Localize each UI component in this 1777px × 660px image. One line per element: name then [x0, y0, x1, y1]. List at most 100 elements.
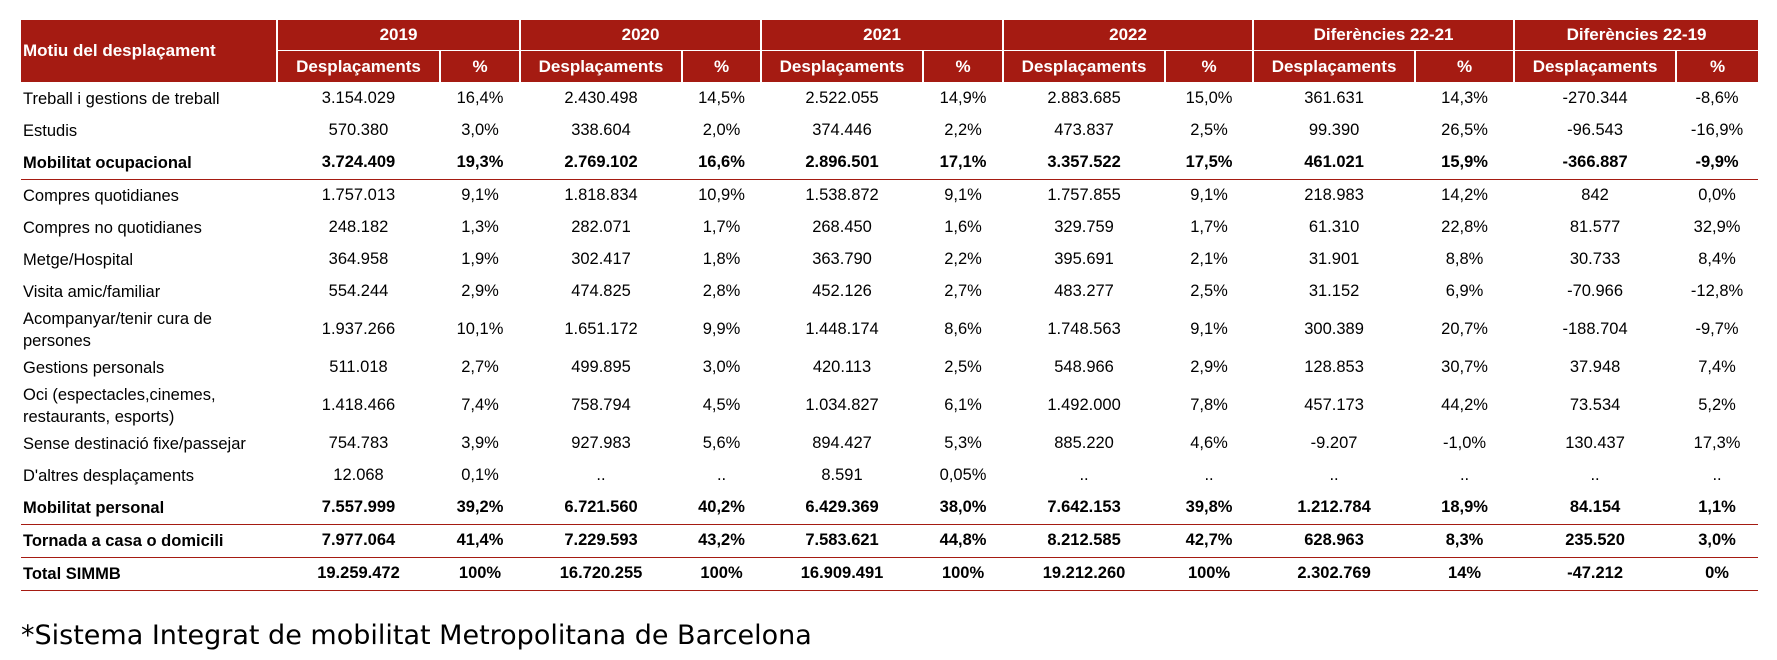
- cell-desplacaments: 19.259.472: [277, 557, 440, 591]
- cell-desplacaments: 37.948: [1569, 358, 1621, 376]
- cell-desplacaments: 218.983: [1304, 186, 1364, 204]
- cell-percent: ..: [1204, 466, 1214, 484]
- cell-desplacaments: 2.769.102: [520, 146, 683, 180]
- table-row: Mobilitat ocupacional 3.724.409 19,3% 2.769…: [21, 146, 1759, 180]
- cell-desplacaments: 2.883.685: [1047, 88, 1121, 107]
- cell-percent: 1,7%: [1190, 218, 1228, 236]
- row-label: D'altres desplaçaments: [23, 466, 194, 485]
- cell-percent: 42,7%: [1165, 524, 1254, 558]
- cell-desplacaments: 473.837: [1054, 121, 1114, 139]
- cell-percent: 8,4%: [1698, 250, 1736, 268]
- cell-percent: 15,9%: [1415, 146, 1515, 180]
- table-row: Treball i gestions de treball 3.154.029 16…: [21, 82, 1758, 115]
- cell-percent: 32,9%: [1693, 218, 1741, 236]
- table-row: Estudis 570.380 3,0% 338.604 2,0% 374.446 2,2%…: [21, 115, 1758, 147]
- cell-percent: 5,6%: [702, 434, 741, 452]
- cell-desplacaments: 2.522.055: [805, 88, 879, 107]
- table-row: Total SIMMB 19.259.472 100% 16.720.255 100% 1…: [21, 557, 1759, 591]
- table-row: Acompanyar/tenir cura de persones 1.937.2…: [21, 308, 1758, 352]
- row-label: Gestions personals: [23, 358, 165, 377]
- cell-desplacaments: 1.818.834: [564, 186, 638, 204]
- cell-percent: -1,0%: [1443, 434, 1487, 452]
- cell-percent: 9,1%: [461, 186, 499, 204]
- cell-percent: 2,7%: [461, 358, 499, 376]
- cell-desplacaments: ..: [1079, 466, 1089, 484]
- table-row: Gestions personals 511.018 2,7% 499.895 3,0%…: [21, 352, 1758, 384]
- cell-percent: 2,7%: [944, 282, 982, 300]
- cell-percent: 5,3%: [944, 434, 982, 452]
- cell-desplacaments: -188.704: [1562, 320, 1628, 338]
- cell-desplacaments: 2.302.769: [1253, 557, 1416, 591]
- cell-desplacaments: 31.152: [1308, 282, 1360, 300]
- cell-percent: 2,1%: [1190, 250, 1228, 268]
- cell-percent: 1,1%: [1676, 491, 1759, 525]
- cell-percent: 2,5%: [1190, 282, 1228, 300]
- cell-percent: 3,0%: [1676, 524, 1759, 558]
- cell-desplacaments: 1.757.013: [321, 186, 396, 204]
- cell-desplacaments: 1.757.855: [1047, 186, 1121, 204]
- row-label: Mobilitat ocupacional: [21, 146, 277, 180]
- cell-desplacaments: 329.759: [1054, 218, 1114, 236]
- cell-percent: 0,05%: [939, 466, 987, 484]
- cell-desplacaments: 363.790: [812, 250, 872, 268]
- cell-percent: 0,1%: [461, 466, 499, 484]
- cell-percent: 19,3%: [440, 146, 521, 180]
- row-label: Mobilitat personal: [21, 491, 277, 525]
- cell-percent: 9,1%: [1190, 186, 1228, 204]
- cell-desplacaments: 12.068: [333, 466, 384, 484]
- sub-header-desp: Desplaçaments: [1514, 50, 1678, 82]
- cell-desplacaments: -270.344: [1562, 88, 1628, 107]
- row-label: Acompanyar/tenir cura de persones: [23, 309, 212, 350]
- cell-percent: 14,2%: [1441, 186, 1488, 204]
- cell-percent: 17,5%: [1165, 146, 1254, 180]
- table-row: Tornada a casa o domicili 7.977.064 41,4% 7…: [21, 524, 1759, 558]
- cell-percent: 30,7%: [1441, 358, 1488, 376]
- row-label: Total SIMMB: [21, 557, 277, 591]
- cell-percent: -16,9%: [1690, 121, 1744, 139]
- table-row: Mobilitat personal 7.557.999 39,2% 6.721.56…: [21, 491, 1759, 525]
- cell-percent: 0%: [1676, 557, 1759, 591]
- cell-desplacaments: 31.901: [1308, 250, 1360, 268]
- cell-desplacaments: 19.212.260: [1003, 557, 1166, 591]
- cell-desplacaments: 1.538.872: [805, 186, 879, 204]
- sub-header-pct: %: [1676, 50, 1759, 82]
- cell-desplacaments: 7.583.621: [761, 524, 924, 558]
- cell-desplacaments: 395.691: [1054, 250, 1114, 268]
- table-row: Compres quotidianes 1.757.013 9,1% 1.818.83…: [21, 179, 1758, 212]
- cell-desplacaments: 7.557.999: [277, 491, 440, 525]
- cell-percent: 2,5%: [1190, 121, 1228, 139]
- cell-desplacaments: 235.520: [1514, 524, 1677, 558]
- table-row: Metge/Hospital 364.958 1,9% 302.417 1,8% 363.…: [21, 244, 1758, 276]
- cell-desplacaments: 2.896.501: [761, 146, 924, 180]
- cell-percent: 100%: [682, 557, 762, 591]
- cell-percent: 6,9%: [1445, 282, 1484, 300]
- cell-percent: 7,4%: [461, 396, 499, 414]
- cell-percent: 4,6%: [1190, 434, 1228, 452]
- cell-percent: ..: [1459, 466, 1470, 484]
- table-row: D'altres desplaçaments 12.068 0,1%.... 8.59…: [21, 460, 1758, 492]
- group-header: Diferències 22-21: [1253, 20, 1516, 51]
- cell-percent: 20,7%: [1441, 320, 1488, 338]
- group-header: 2019: [277, 20, 522, 51]
- cell-desplacaments: 7.977.064: [277, 524, 440, 558]
- cell-percent: -8,6%: [1695, 88, 1739, 107]
- cell-percent: 26,5%: [1441, 121, 1488, 139]
- cell-percent: 8,8%: [1445, 250, 1484, 268]
- cell-desplacaments: 570.380: [328, 121, 389, 139]
- cell-percent: 17,3%: [1693, 434, 1741, 452]
- cell-desplacaments: ..: [1329, 466, 1339, 484]
- cell-percent: 5,2%: [1698, 396, 1736, 414]
- sub-header-pct: %: [440, 50, 522, 82]
- cell-percent: 44,8%: [923, 524, 1004, 558]
- cell-desplacaments: 16.720.255: [520, 557, 683, 591]
- cell-percent: 18,9%: [1415, 491, 1515, 525]
- cell-desplacaments: -366.887: [1514, 146, 1677, 180]
- cell-percent: 2,5%: [944, 358, 982, 376]
- cell-percent: -9,7%: [1695, 320, 1739, 338]
- group-header: 2020: [520, 20, 763, 51]
- cell-desplacaments: 420.113: [812, 358, 872, 376]
- cell-desplacaments: ..: [596, 466, 606, 484]
- table-row: Visita amic/familiar 554.244 2,9% 474.825 2,…: [21, 276, 1758, 308]
- cell-desplacaments: 548.966: [1054, 358, 1114, 376]
- cell-desplacaments: 1.212.784: [1253, 491, 1416, 525]
